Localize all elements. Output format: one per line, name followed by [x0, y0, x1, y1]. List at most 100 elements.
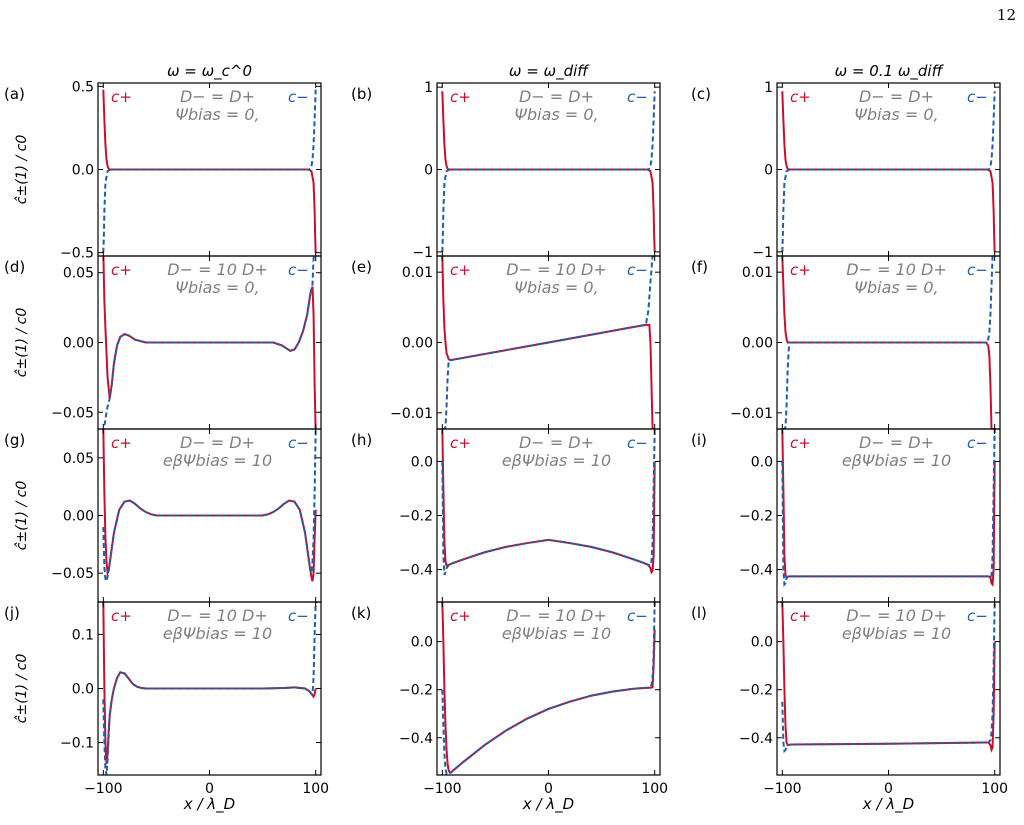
panel-label: (g): [4, 431, 25, 449]
annotation-diffusivity: D− = D+: [519, 87, 594, 106]
series-label-c-plus: c+: [790, 607, 811, 625]
series-label-c-plus: c+: [450, 434, 471, 452]
series-line-c-minus: [102, 89, 317, 253]
y-tick-label: −0.2: [399, 509, 433, 525]
x-tick-label: −100: [84, 781, 122, 797]
panel-h: −0.4 −0.2 0.0 (h) c+ c− D− = D+eβΨbias = 10: [351, 428, 661, 603]
panel-label: (e): [351, 258, 372, 276]
series-line-c-minus: [781, 429, 996, 588]
column-title: ω = ω_diff: [509, 62, 590, 81]
y-tick-label: −0.2: [739, 509, 773, 525]
panel-l: −0.4 −0.2 0.0 (l) c+ c− D− = 10 D+eβΨbias = 10…: [691, 601, 1008, 814]
series-label-c-plus: c+: [111, 434, 132, 452]
series-label-c-plus: c+: [790, 434, 811, 452]
annotation-bias: Ψbias = 0,: [514, 105, 598, 124]
series-line-c-minus: [781, 91, 996, 252]
annotation-bias: eβΨbias = 10: [842, 624, 951, 643]
annotation-diffusivity: D− = 10 D+: [846, 260, 946, 279]
y-tick-label: 0.0: [411, 635, 433, 651]
y-tick-label: −0.05: [51, 566, 94, 582]
annotation-diffusivity: D− = 10 D+: [167, 260, 267, 279]
annotation-diffusivity: D− = D+: [180, 433, 255, 452]
y-tick-label: −0.1: [60, 736, 94, 752]
y-tick-label: −0.2: [399, 683, 433, 699]
x-tick-label: 100: [981, 781, 1008, 797]
annotation-diffusivity: D− = D+: [519, 433, 594, 452]
series-line-c-minus: [102, 256, 316, 429]
page-number: 12: [996, 6, 1016, 24]
panel-label: (h): [351, 431, 372, 449]
y-tick-label: 0.00: [742, 336, 773, 352]
series-line-c-minus: [442, 256, 655, 429]
y-tick-label: −0.4: [739, 731, 773, 747]
annotation-diffusivity: D− = 10 D+: [506, 260, 606, 279]
series-line-c-minus: [782, 256, 995, 429]
annotation-bias: Ψbias = 0,: [514, 278, 598, 297]
series-line-c-minus: [102, 602, 317, 775]
y-tick-label: −0.01: [730, 406, 773, 422]
series-label-c-minus: c−: [288, 607, 309, 625]
y-tick-label: −1: [752, 245, 773, 261]
annotation-bias: eβΨbias = 10: [842, 451, 951, 470]
series-line-c-plus: [441, 256, 655, 429]
series-label-c-minus: c−: [967, 261, 988, 279]
y-tick-label: 0.5: [72, 79, 94, 95]
panel-label: (l): [691, 604, 707, 622]
series-label-c-plus: c+: [450, 261, 471, 279]
series-line-c-minus: [441, 91, 656, 252]
y-tick-label: −0.4: [399, 731, 433, 747]
panel-label: (i): [691, 431, 707, 449]
series-label-c-minus: c−: [967, 607, 988, 625]
panel-j: −0.1 0.0 0.1 (j) c+ c− D− = 10 D+eβΨbias = 10 −…: [4, 601, 329, 814]
series-label-c-plus: c+: [790, 88, 811, 106]
series-label-c-minus: c−: [967, 434, 988, 452]
y-tick-label: 0.1: [72, 627, 94, 643]
annotation-diffusivity: D− = 10 D+: [846, 606, 946, 625]
annotation-diffusivity: D− = D+: [180, 87, 255, 106]
panel-k: −0.4 −0.2 0.0 (k) c+ c− D− = 10 D+eβΨbias = 10…: [351, 601, 668, 814]
y-tick-label: 0: [764, 163, 773, 179]
y-tick-label: 0.05: [63, 451, 94, 467]
annotation-diffusivity: D− = 10 D+: [167, 606, 267, 625]
series-line-c-minus: [441, 429, 656, 576]
y-tick-label: 0.0: [751, 454, 773, 470]
x-tick-label: 0: [884, 781, 893, 797]
y-tick-label: −0.05: [51, 405, 94, 421]
y-tick-label: 0.0: [72, 163, 94, 179]
series-label-c-plus: c+: [111, 261, 132, 279]
panel-g: −0.05 0.00 0.05 (g) c+ c− D− = D+eβΨbias = 10 ĉ…: [4, 428, 322, 603]
y-axis-label: ĉ±(1) / c0: [14, 308, 30, 378]
y-tick-label: 0.0: [411, 454, 433, 470]
series-label-c-minus: c−: [627, 88, 648, 106]
panel-i: −0.4 −0.2 0.0 (i) c+ c− D− = D+eβΨbias = 10: [691, 428, 1001, 603]
series-label-c-minus: c−: [627, 261, 648, 279]
panel-label: (c): [691, 85, 711, 103]
y-tick-label: −0.4: [399, 563, 433, 579]
y-tick-label: 0.00: [63, 336, 94, 352]
series-label-c-minus: c−: [627, 607, 648, 625]
y-tick-label: −0.01: [390, 406, 433, 422]
series-line-c-minus: [102, 429, 317, 585]
series-label-c-plus: c+: [111, 607, 132, 625]
series-line-c-minus: [781, 602, 996, 754]
x-tick-label: −100: [423, 781, 461, 797]
panel-label: (b): [351, 85, 372, 103]
annotation-bias: Ψbias = 0,: [175, 278, 259, 297]
series-label-c-plus: c+: [450, 88, 471, 106]
x-axis-label: x / λ_D: [183, 795, 235, 814]
y-tick-label: 0.0: [72, 682, 94, 698]
series-label-c-minus: c−: [967, 88, 988, 106]
annotation-bias: eβΨbias = 10: [163, 451, 272, 470]
x-tick-label: −100: [763, 781, 801, 797]
panel-b: −1 0 1 (b) c+ c− D− = D+Ψbias = 0,: [351, 80, 661, 261]
y-tick-label: 0.00: [402, 336, 433, 352]
y-axis-label: ĉ±(1) / c0: [14, 135, 30, 205]
y-tick-label: −0.5: [60, 246, 94, 262]
column-title: ω = 0.1 ω_diff: [835, 62, 945, 81]
y-tick-label: −1: [412, 245, 433, 261]
y-tick-label: 0.0: [751, 635, 773, 651]
panel-c: −1 0 1 (c) c+ c− D− = D+Ψbias = 0,: [691, 80, 1001, 261]
y-tick-label: −0.2: [739, 683, 773, 699]
x-tick-label: 0: [544, 781, 553, 797]
